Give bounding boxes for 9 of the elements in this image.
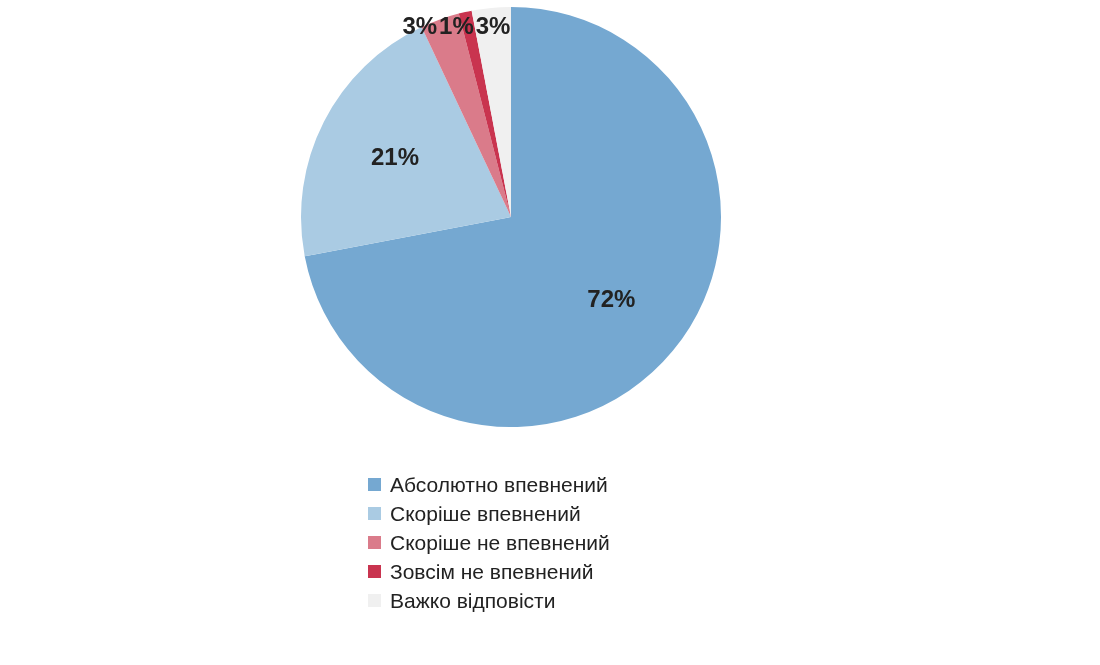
data-label: 3% <box>475 11 511 39</box>
legend-label: Абсолютно впевнений <box>390 472 608 497</box>
legend-label: Скоріше не впевнений <box>390 530 610 555</box>
legend-label: Важко відповісти <box>390 588 556 613</box>
data-label: 21% <box>370 142 420 170</box>
legend-label: Зовсім не впевнений <box>390 559 594 584</box>
data-label: 1% <box>439 11 474 39</box>
data-label: 72% <box>587 284 636 312</box>
legend-label: Скоріше впевнений <box>390 501 581 526</box>
